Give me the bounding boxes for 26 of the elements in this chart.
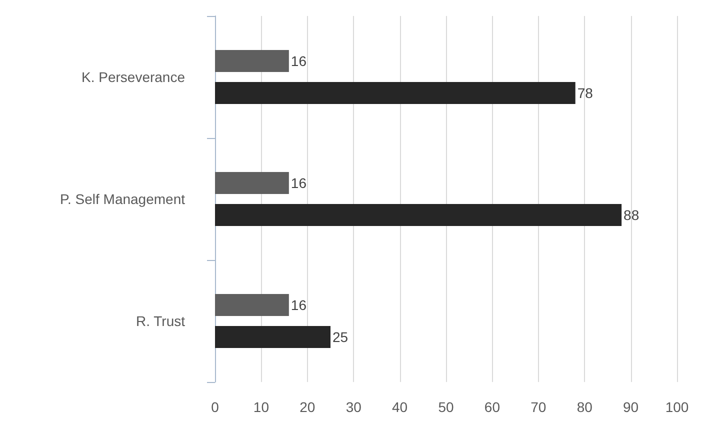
bar — [215, 326, 330, 348]
x-tick-label: 90 — [623, 399, 639, 415]
bar — [215, 82, 576, 104]
data-label: 78 — [577, 84, 594, 101]
bar — [215, 50, 289, 72]
y-tick-label: K. Perseverance — [82, 69, 186, 85]
data-label: 16 — [290, 297, 307, 314]
x-tick-label: 0 — [211, 399, 220, 415]
bar — [215, 172, 289, 194]
y-tick-label: P. Self Management — [60, 191, 186, 207]
y-tick-label: R. Trust — [136, 313, 186, 329]
x-tick-label: 20 — [300, 399, 316, 415]
x-tick-label: 10 — [253, 399, 270, 415]
data-label: 25 — [332, 328, 348, 345]
data-label: 88 — [624, 206, 640, 223]
x-tick-label: 80 — [576, 399, 593, 415]
x-tick-label: 60 — [484, 399, 500, 415]
bar — [215, 204, 622, 226]
x-tick-label: 100 — [665, 399, 689, 415]
x-tick-label: 30 — [346, 399, 362, 415]
data-label: 16 — [290, 175, 307, 192]
bar — [215, 294, 289, 316]
x-tick-label: 70 — [530, 399, 546, 415]
x-tick-label: 50 — [438, 399, 454, 415]
x-tick-label: 40 — [392, 399, 408, 415]
data-label: 16 — [290, 53, 307, 70]
